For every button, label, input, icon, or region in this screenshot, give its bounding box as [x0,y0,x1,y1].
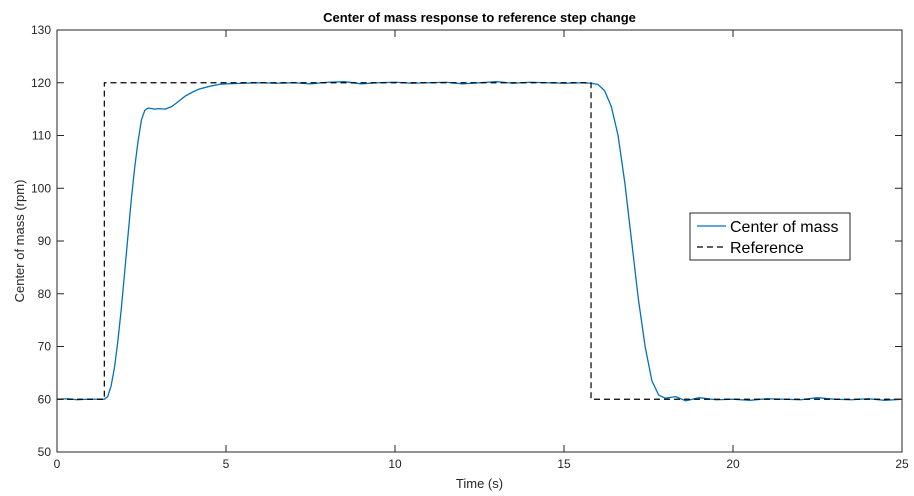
ticks-layer: 0 5 10 15 20 25 50 60 70 80 90 100 110 120 130 [31,23,909,471]
legend-box [689,212,851,261]
legend-label: Reference [730,240,804,257]
x-tick-label: 5 [223,457,230,471]
y-axis-label: Center of mass (rpm) [12,180,27,303]
y-tick-label: 50 [38,445,52,459]
x-tick-label: 25 [895,457,909,471]
legend: Center of mass Reference [689,212,851,261]
x-tick-label: 10 [388,457,402,471]
y-tick-label: 100 [31,181,51,195]
x-tick-label: 20 [726,457,740,471]
y-tick-label: 60 [38,392,52,406]
legend-label: Center of mass [730,219,838,236]
y-tick-label: 130 [31,23,51,37]
y-tick-label: 80 [38,287,52,301]
x-axis-label: Time (s) [456,476,503,491]
x-tick-label: 15 [557,457,571,471]
y-tick-label: 70 [38,340,52,354]
y-tick-label: 110 [32,129,51,143]
y-tick-label: 90 [38,234,52,248]
x-tick-label: 0 [54,457,61,471]
y-tick-label: 120 [31,76,51,90]
series-line-center-of-mass [56,81,903,402]
series-layer [56,81,903,402]
chart-title: Center of mass response to reference ste… [323,10,636,25]
